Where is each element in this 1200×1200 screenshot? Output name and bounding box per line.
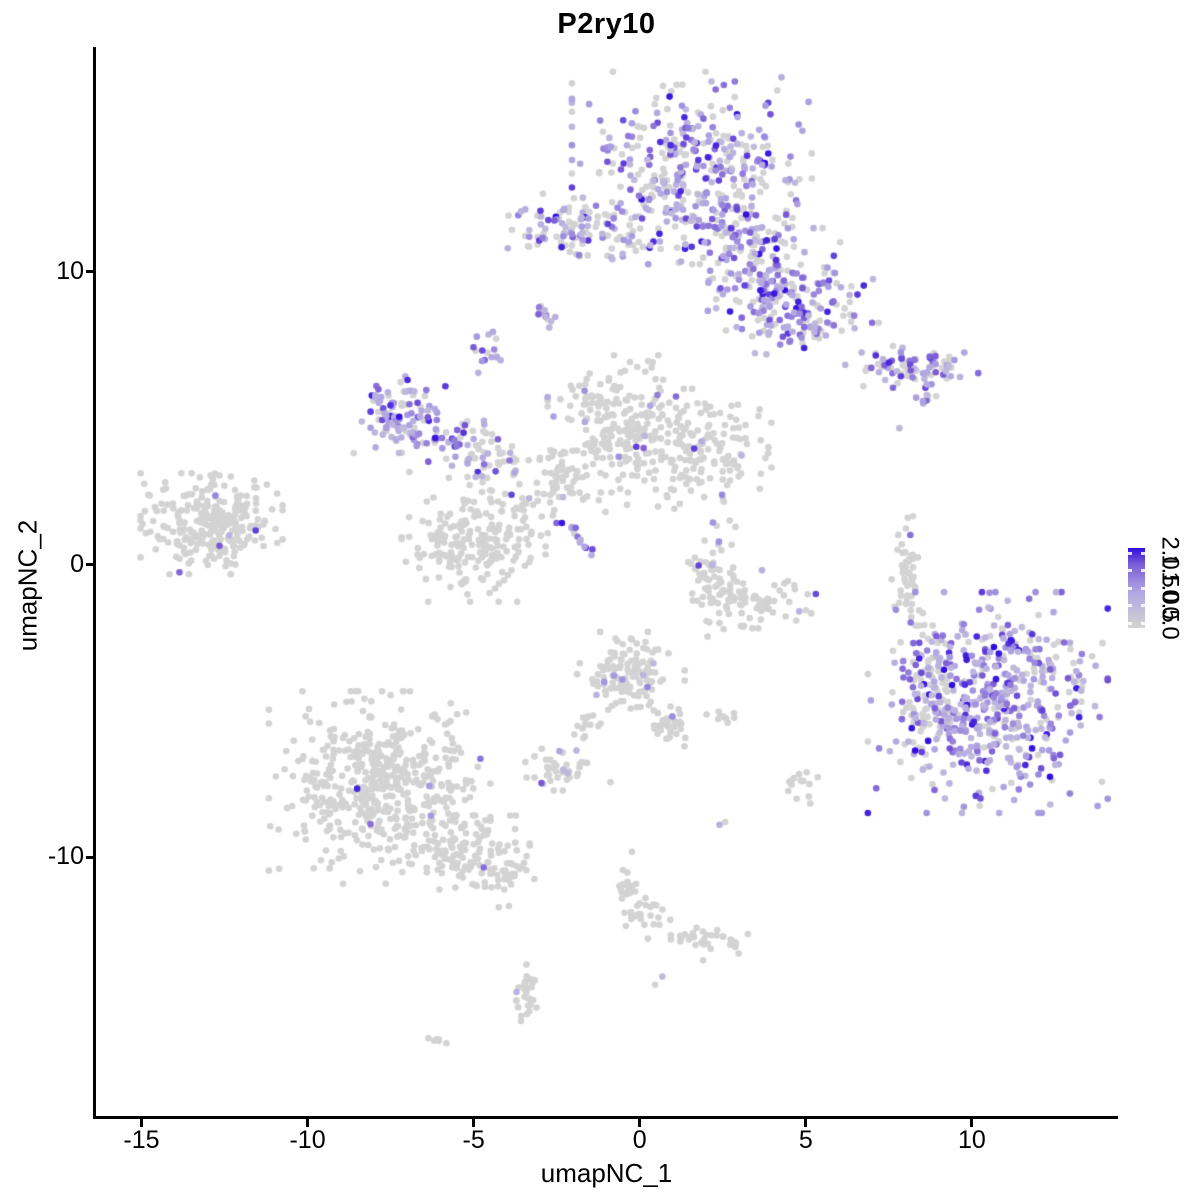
y-tick-mark bbox=[86, 270, 94, 274]
x-tick-mark bbox=[970, 1119, 974, 1127]
x-axis-line bbox=[93, 1116, 1118, 1119]
colorbar-tick bbox=[1141, 586, 1145, 590]
colorbar-tick bbox=[1128, 551, 1132, 555]
y-tick-label: 0 bbox=[70, 549, 84, 578]
x-tick-label: 0 bbox=[632, 1126, 647, 1154]
y-tick-label: -10 bbox=[47, 842, 84, 871]
x-tick-label: -5 bbox=[462, 1126, 485, 1154]
x-tick-label: -10 bbox=[289, 1126, 326, 1154]
x-tick-mark bbox=[472, 1119, 476, 1127]
y-tick-mark bbox=[86, 855, 94, 859]
x-tick-label: -15 bbox=[123, 1126, 160, 1154]
colorbar-tick bbox=[1128, 604, 1132, 607]
x-tick-mark bbox=[306, 1119, 310, 1127]
x-tick-mark bbox=[638, 1119, 642, 1127]
x-axis-title: umapNC_1 bbox=[540, 1158, 673, 1188]
x-tick-mark bbox=[804, 1119, 808, 1127]
colorbar-tick bbox=[1141, 604, 1145, 607]
colorbar-tick bbox=[1128, 586, 1132, 590]
y-tick-mark bbox=[86, 563, 94, 567]
colorbar bbox=[1128, 548, 1145, 628]
colorbar-tick bbox=[1128, 621, 1132, 625]
colorbar-tick bbox=[1141, 569, 1145, 572]
y-axis-line bbox=[93, 47, 96, 1119]
x-tick-label: 5 bbox=[798, 1126, 813, 1154]
x-tick-mark bbox=[140, 1119, 143, 1127]
x-tick-label: 10 bbox=[957, 1126, 986, 1154]
colorbar-tick bbox=[1128, 569, 1132, 572]
y-tick-label: 10 bbox=[56, 256, 84, 285]
colorbar-tick bbox=[1141, 551, 1145, 555]
expression-colorbar-legend: 2.0 1.5 1.0 0.5 0.0 bbox=[1122, 536, 1198, 650]
colorbar-tick bbox=[1141, 621, 1145, 625]
y-axis-title: umapNC_2 bbox=[12, 519, 43, 652]
colorbar-label: 0.0 bbox=[1156, 606, 1184, 640]
